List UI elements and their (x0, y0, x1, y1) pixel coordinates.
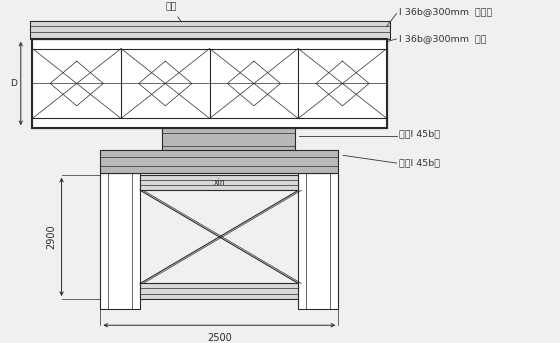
Bar (32, 39, 387, 128)
Text: 钢板: 钢板 (166, 3, 181, 22)
Bar (100, 173, 140, 309)
Bar (30, 21, 390, 39)
Text: D: D (10, 79, 17, 88)
Text: xin: xin (213, 178, 225, 187)
Text: 双拼I 45b梁: 双拼I 45b梁 (399, 129, 440, 139)
Bar (140, 283, 298, 299)
Bar (161, 128, 295, 151)
Bar (100, 151, 338, 173)
Text: 双拼I 45b架: 双拼I 45b架 (399, 158, 440, 168)
Text: I 36b@300mm  枕架: I 36b@300mm 枕架 (399, 34, 487, 43)
Bar (298, 173, 338, 309)
Bar (140, 175, 298, 190)
Text: 2500: 2500 (207, 333, 232, 343)
Text: 2900: 2900 (46, 225, 57, 249)
Text: I 36b@300mm  分配梁: I 36b@300mm 分配梁 (399, 7, 493, 16)
